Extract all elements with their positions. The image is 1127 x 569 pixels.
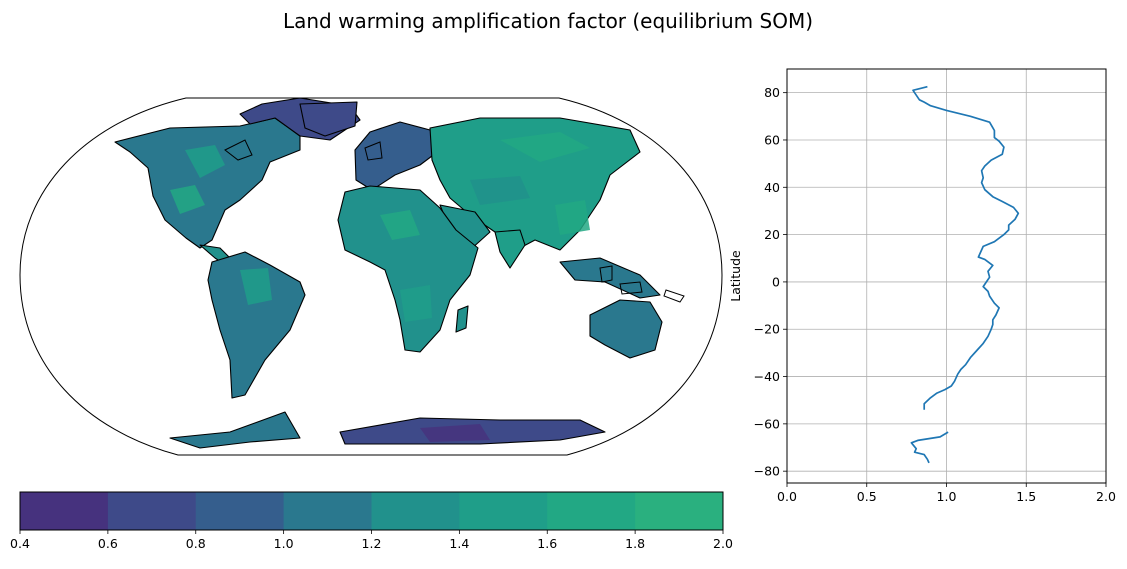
y-axis-ticks: −80 −60 −40 −20 0 20 40 60 80: [754, 85, 787, 479]
land-greenland: [299, 101, 358, 137]
colorbar-segment: [283, 492, 372, 530]
colorbar-tick-label: 1.4: [449, 536, 469, 551]
y-tick-label: 0: [772, 274, 780, 289]
x-tick-label: 0.0: [777, 489, 797, 504]
y-tick-label: −40: [754, 369, 780, 384]
y-tick-label: 60: [764, 132, 780, 147]
colorbar: 0.4 0.6 0.8 1.0 1.2 1.4 1.6 1.8 2.0: [10, 491, 733, 551]
y-tick-label: −20: [754, 322, 780, 337]
land-shade-patch: [400, 285, 432, 322]
land-shade-patch: [240, 268, 272, 305]
coastline-island: [663, 289, 685, 303]
land-shade-patch: [185, 145, 225, 178]
colorbar-segment: [371, 492, 460, 530]
map-boundary: [19, 97, 723, 456]
land-shade-patch: [500, 132, 590, 162]
colorbar-tick-label: 0.8: [186, 536, 206, 551]
coastline-island: [619, 281, 643, 295]
y-axis-label: Latitude: [728, 250, 743, 302]
x-tick-label: 0.5: [857, 489, 877, 504]
land-antarctica-west: [169, 411, 301, 449]
land-shade-patch: [470, 176, 530, 205]
colorbar-tick-label: 2.0: [713, 536, 733, 551]
y-tick-label: 80: [764, 85, 780, 100]
colorbar-segment: [635, 492, 724, 530]
y-tick-label: −60: [754, 416, 780, 431]
y-tick-label: 20: [764, 227, 780, 242]
x-tick-label: 1.0: [937, 489, 957, 504]
land-shade-patch: [420, 424, 490, 442]
latitude-profile-panel: 0.0 0.5 1.0 1.5 2.0 −80 −60 −40 −20 0 20 40 60 80 La…: [728, 68, 1116, 504]
coastline-island: [364, 141, 383, 161]
colorbar-segment: [20, 492, 109, 530]
colorbar-tick-label: 0.6: [98, 536, 118, 551]
land-shade-patch: [380, 210, 420, 240]
land-shade-patch: [170, 185, 205, 214]
colorbar-tick-label: 1.2: [362, 536, 382, 551]
land-europe: [354, 121, 441, 191]
x-axis-ticks: 0.0 0.5 1.0 1.5 2.0: [777, 483, 1116, 504]
x-tick-label: 1.5: [1016, 489, 1036, 504]
colorbar-tick-label: 1.8: [625, 536, 645, 551]
land-africa: [337, 185, 479, 353]
grid-lines: [786, 69, 1107, 483]
land-south-america: [207, 251, 306, 399]
map-panel: [19, 97, 723, 456]
profile-line: [910, 85, 1020, 464]
colorbar-tick-label: 1.0: [274, 536, 294, 551]
figure-title: Land warming amplification factor (equil…: [283, 9, 813, 33]
colorbar-segment: [107, 492, 197, 530]
land-southeast-asia-islands: [559, 257, 661, 299]
x-tick-label: 2.0: [1096, 489, 1116, 504]
land-shade-patch: [555, 200, 590, 235]
colorbar-segment: [459, 492, 548, 530]
colorbar-tick-label: 1.6: [537, 536, 557, 551]
coastline-island: [599, 265, 613, 283]
land-india: [494, 229, 526, 269]
land-madagascar: [455, 305, 469, 333]
colorbar-segment: [195, 492, 285, 530]
coastline-island: [224, 139, 253, 161]
colorbar-tick-label: 0.4: [10, 536, 30, 551]
land-shade-patch: [610, 318, 645, 345]
colorbar-segment: [547, 492, 636, 530]
y-tick-label: −80: [754, 464, 780, 479]
y-tick-label: 40: [764, 180, 780, 195]
land-masses: [114, 98, 685, 449]
